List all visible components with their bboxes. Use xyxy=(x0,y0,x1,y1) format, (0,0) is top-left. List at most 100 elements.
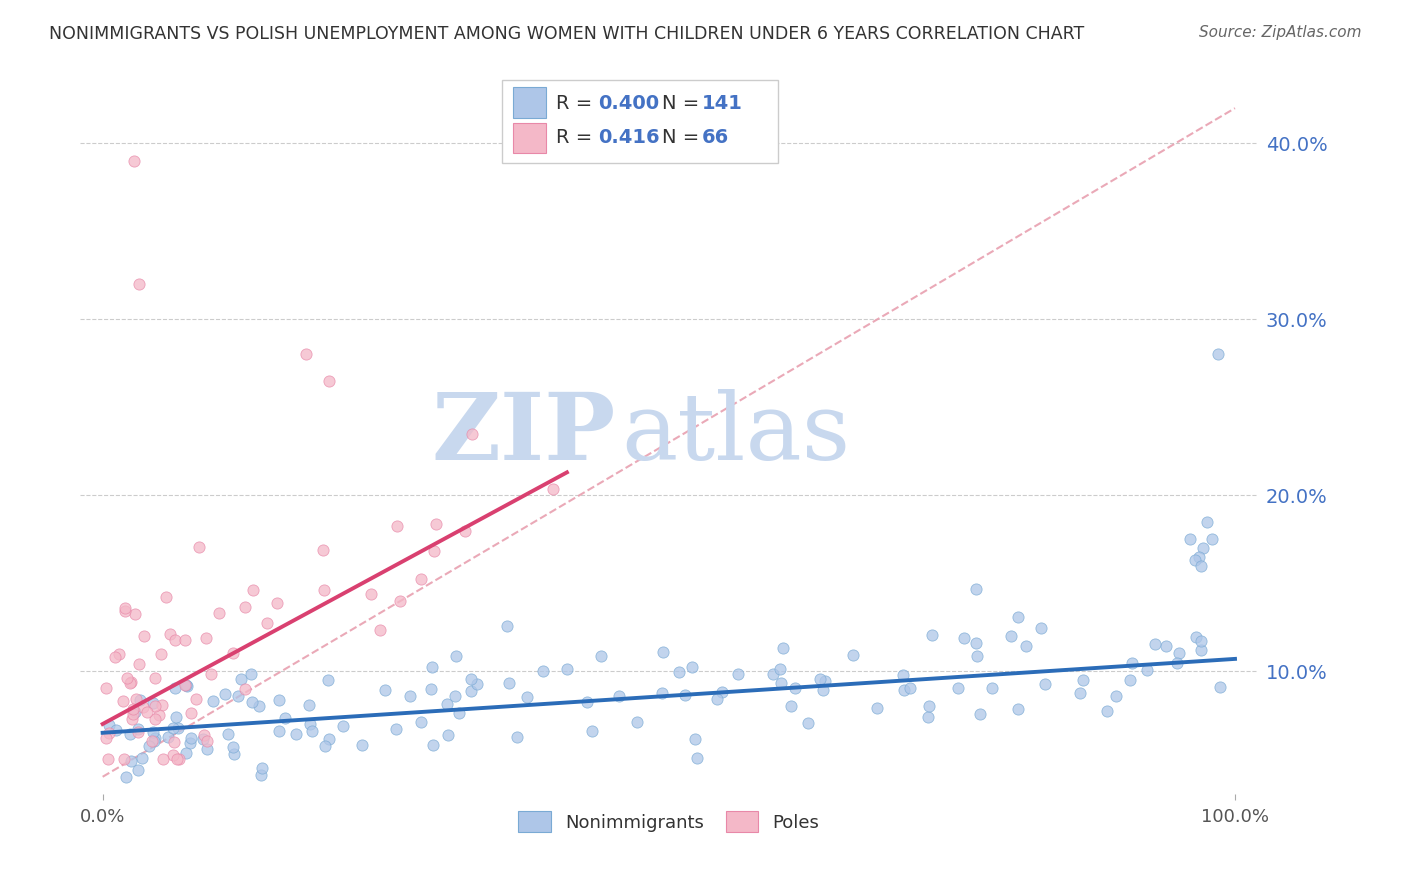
Point xyxy=(124,607,146,621)
Point xyxy=(498,676,520,690)
Point xyxy=(240,695,263,709)
Point xyxy=(1033,677,1056,691)
Point xyxy=(124,153,146,168)
Point xyxy=(124,705,146,719)
Point xyxy=(125,691,148,706)
Point xyxy=(1189,643,1212,657)
Point xyxy=(808,672,831,686)
Point xyxy=(332,719,354,733)
Point xyxy=(128,277,150,292)
Point xyxy=(1201,533,1223,547)
Point xyxy=(162,722,184,736)
Point xyxy=(150,698,173,713)
Point xyxy=(388,594,411,608)
Point xyxy=(247,698,270,713)
Text: NONIMMIGRANTS VS POLISH UNEMPLOYMENT AMONG WOMEN WITH CHILDREN UNDER 6 YEARS COR: NONIMMIGRANTS VS POLISH UNEMPLOYMENT AMO… xyxy=(49,25,1084,43)
Point xyxy=(409,715,432,730)
Point xyxy=(706,692,728,706)
Point xyxy=(97,752,120,766)
Point xyxy=(173,633,195,648)
Point xyxy=(256,616,278,631)
Text: R =: R = xyxy=(555,94,599,112)
Point xyxy=(152,752,174,766)
Point xyxy=(1000,629,1022,643)
Bar xyxy=(513,123,547,153)
Point xyxy=(252,761,274,775)
Point xyxy=(176,678,198,692)
Point xyxy=(444,648,467,663)
Text: Source: ZipAtlas.com: Source: ZipAtlas.com xyxy=(1198,25,1361,40)
Point xyxy=(200,666,222,681)
Bar xyxy=(513,87,547,118)
Point xyxy=(1189,633,1212,648)
Point xyxy=(399,689,422,703)
Point xyxy=(208,606,231,620)
Point xyxy=(422,660,444,674)
Point xyxy=(127,764,149,778)
Point xyxy=(132,629,155,643)
Point xyxy=(143,698,166,713)
Point xyxy=(727,667,749,681)
Point xyxy=(148,707,170,722)
Point xyxy=(176,679,198,693)
Point xyxy=(1156,640,1178,654)
Point xyxy=(842,648,865,662)
Point xyxy=(301,723,323,738)
Point xyxy=(683,731,706,746)
Point xyxy=(467,677,489,691)
Point xyxy=(114,603,136,617)
Point xyxy=(132,700,155,714)
Point xyxy=(165,710,187,724)
Point xyxy=(136,705,159,719)
Point xyxy=(120,674,142,689)
Point xyxy=(295,347,318,361)
Point xyxy=(1185,630,1208,644)
Point xyxy=(143,712,166,726)
Point xyxy=(115,671,138,685)
Point xyxy=(138,739,160,754)
Point xyxy=(184,692,207,706)
Point xyxy=(284,726,307,740)
Point xyxy=(318,731,340,746)
Point xyxy=(97,718,120,732)
Point xyxy=(454,524,477,539)
Point xyxy=(312,543,335,558)
Point xyxy=(316,673,339,687)
Text: N =: N = xyxy=(662,94,706,112)
Point xyxy=(686,751,709,765)
Point xyxy=(114,752,136,766)
Point xyxy=(269,693,291,707)
Point xyxy=(1029,621,1052,635)
Point xyxy=(187,540,209,554)
Point xyxy=(1144,637,1167,651)
Point xyxy=(626,715,648,730)
Point xyxy=(163,633,186,648)
Point xyxy=(122,707,145,722)
Point xyxy=(1178,533,1201,547)
Point xyxy=(965,582,987,597)
Point xyxy=(436,697,458,711)
Text: 0.400: 0.400 xyxy=(598,94,659,112)
Point xyxy=(155,590,177,604)
Point xyxy=(762,666,785,681)
Point xyxy=(948,681,970,695)
Point xyxy=(142,733,165,747)
Point xyxy=(194,631,217,645)
Point xyxy=(197,733,219,747)
Point xyxy=(1007,610,1029,624)
Point xyxy=(917,710,939,724)
Point xyxy=(1168,646,1191,660)
Point xyxy=(297,698,319,712)
Point xyxy=(173,678,195,692)
Text: R =: R = xyxy=(555,128,599,147)
Point xyxy=(269,724,291,739)
Point xyxy=(169,752,191,766)
Point xyxy=(157,730,180,744)
Point xyxy=(866,700,889,714)
Point xyxy=(226,689,249,703)
Point xyxy=(543,482,565,496)
Point xyxy=(1206,347,1229,361)
Point xyxy=(1105,689,1128,703)
Point xyxy=(94,731,117,745)
Point xyxy=(557,662,579,676)
